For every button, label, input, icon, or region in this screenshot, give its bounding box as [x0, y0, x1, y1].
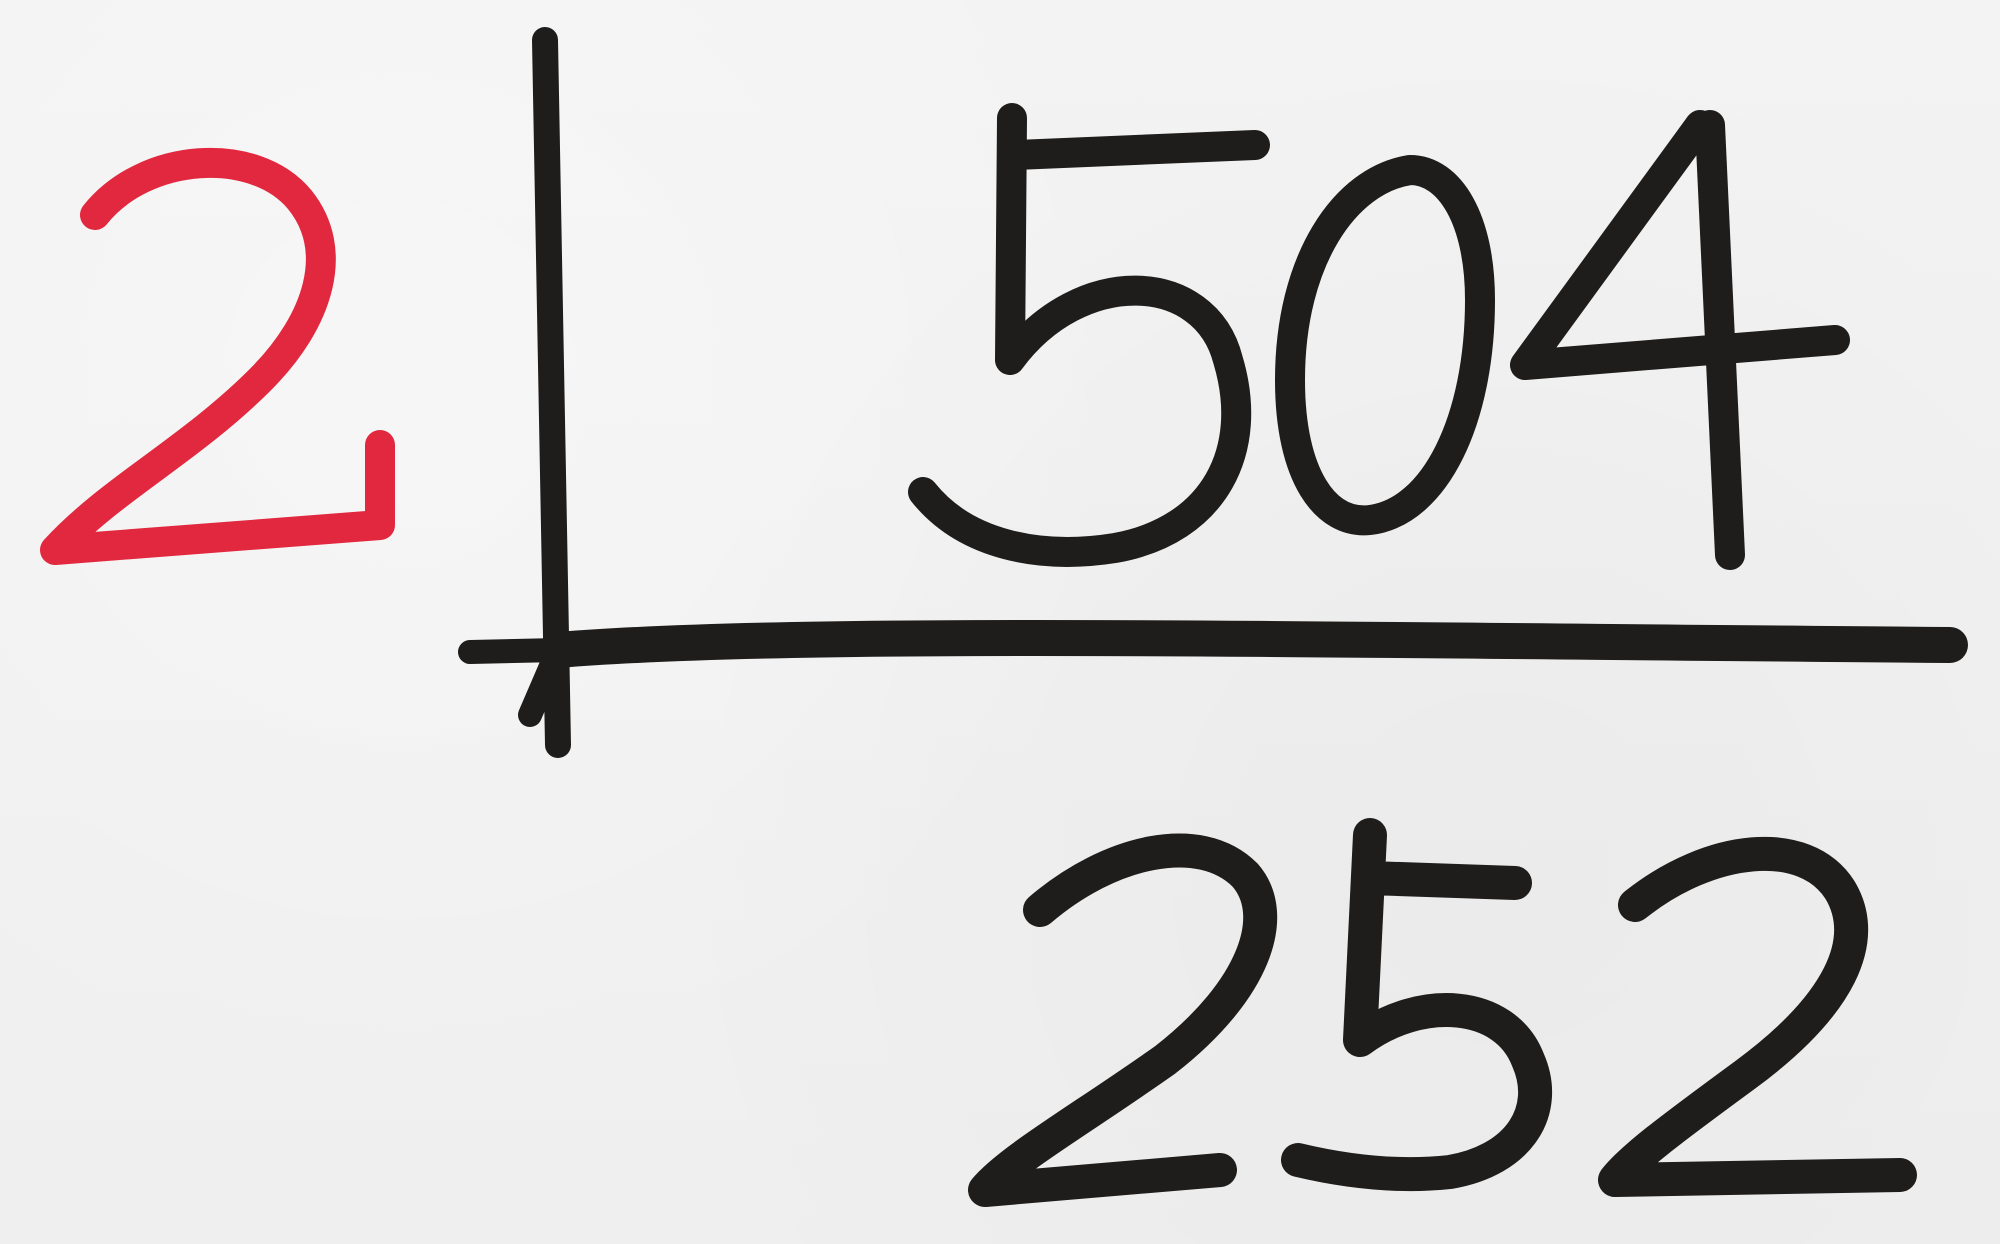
division-bracket-vertical	[532, 27, 571, 758]
dividend-digit-5	[908, 103, 1270, 567]
divisor-digit-2	[40, 147, 395, 565]
quotient-digit-2-left	[968, 833, 1278, 1207]
dividend-digit-0	[1275, 155, 1495, 536]
quotient-digit-5	[1281, 818, 1553, 1192]
dividend-digit-4	[1510, 110, 1850, 570]
division-bar	[540, 620, 1968, 668]
quotient-digit-2-right	[1598, 836, 1917, 1197]
